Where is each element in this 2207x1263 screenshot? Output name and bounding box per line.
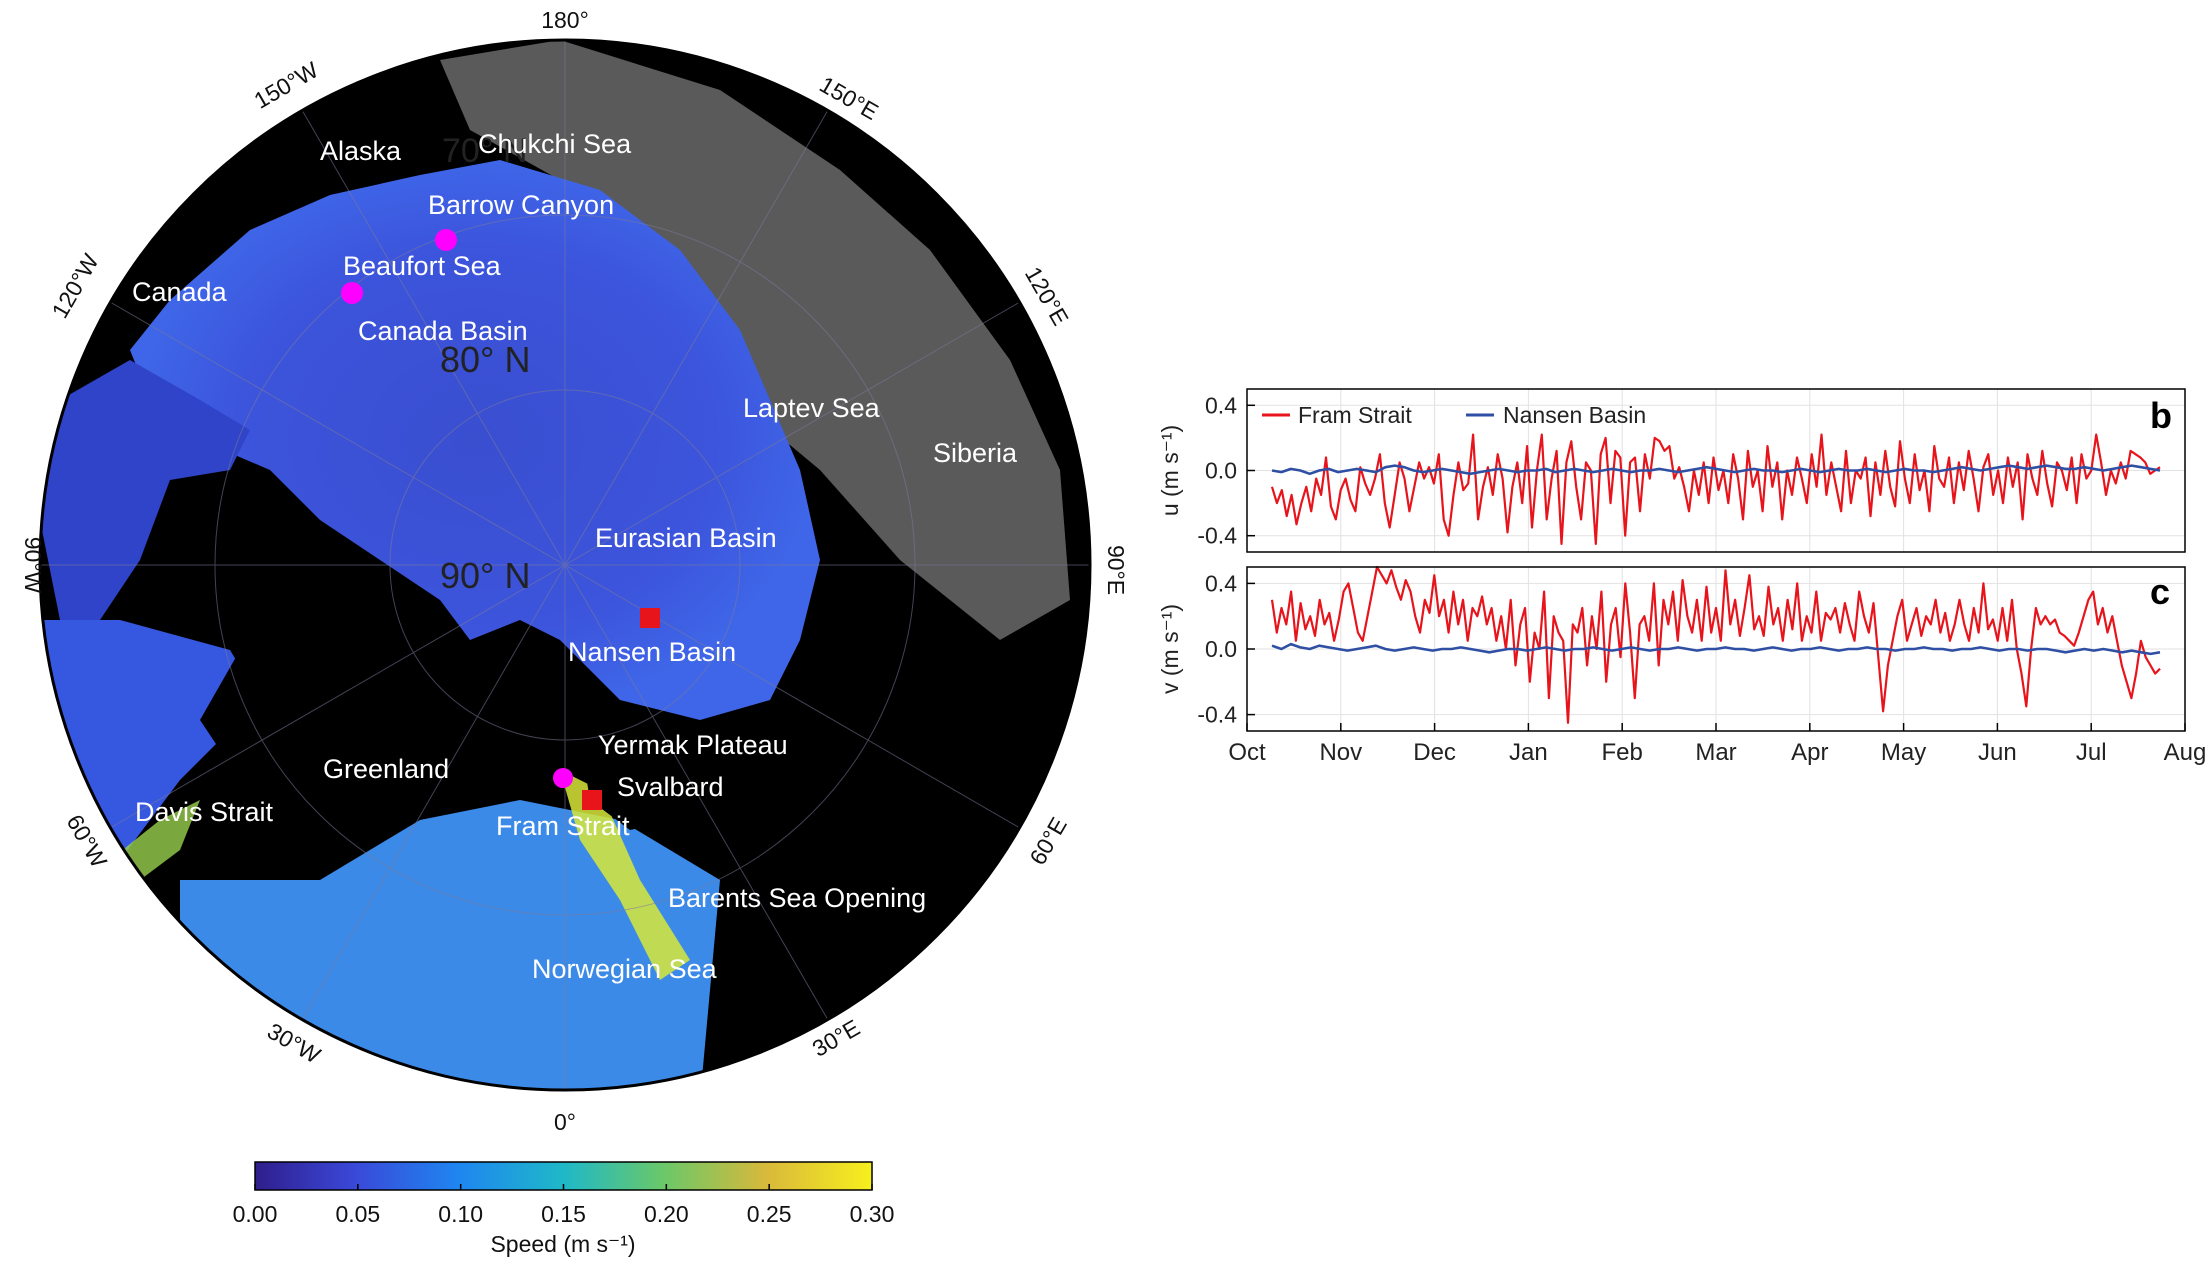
y-tick-label: 0.0 — [1205, 636, 1237, 662]
y-tick-label: 0.4 — [1205, 570, 1237, 596]
colorbar-ticks: 0.00 0.05 0.10 0.15 0.20 0.25 0.30 — [233, 1184, 895, 1227]
chart-panel-b: 0.4 0.0 -0.4 u (m s⁻¹) — [1157, 388, 2186, 553]
arctic-basin — [130, 160, 820, 720]
series-line-fram-strait — [1270, 565, 2161, 724]
plot-frame — [1246, 388, 2186, 553]
legend-label-fram: Fram Strait — [1298, 402, 1412, 428]
latitude-label-90: 90° N — [440, 555, 530, 596]
chart-legend: Fram Strait Nansen Basin — [1262, 402, 1646, 428]
chart-panel-c: 0.4 0.0 -0.4 v (m s⁻¹) — [1157, 565, 2186, 732]
svalbard-island — [580, 730, 690, 830]
map-frame — [38, 38, 1092, 1092]
label-norwegian-sea: Norwegian Sea — [532, 954, 718, 984]
colorbar-tick-label: 0.20 — [644, 1201, 689, 1227]
latitude-label-80: 80° N — [440, 339, 530, 380]
y-tick-label: -0.4 — [1197, 702, 1237, 728]
label-alaska: Alaska — [320, 136, 402, 166]
label-canada: Canada — [132, 277, 228, 307]
nordic-seas — [180, 800, 720, 1090]
x-tick-label: Apr — [1791, 739, 1828, 766]
polar-map: 70° N 80° N 90° N 180° 150°E 120°E 90°E … — [20, 7, 1129, 1135]
x-tick-label: Feb — [1602, 739, 1643, 766]
lon-label-90w: 90°W — [20, 537, 46, 594]
panel-label-b: b — [2150, 395, 2172, 436]
y-tick-label: 0.4 — [1205, 392, 1237, 418]
west-greenland-current — [110, 800, 200, 880]
label-fram-strait: Fram Strait — [496, 811, 630, 841]
label-siberia: Siberia — [933, 438, 1018, 468]
colorbar-tick-label: 0.05 — [335, 1201, 380, 1227]
x-tick-label: Nov — [1319, 739, 1362, 766]
colorbar-tick-label: 0.25 — [747, 1201, 792, 1227]
label-nansen-basin: Nansen Basin — [568, 637, 736, 667]
y-tick-label: -0.4 — [1197, 523, 1237, 549]
lon-label-180: 180° — [541, 7, 589, 33]
marker-barrow-canyon — [435, 229, 457, 251]
lon-label-120w: 120°W — [46, 249, 103, 322]
label-canada-basin: Canada Basin — [358, 316, 528, 346]
lon-label-60e: 60°E — [1024, 813, 1072, 869]
x-tick-label: Jun — [1978, 739, 2017, 766]
x-tick-label: Jan — [1509, 739, 1548, 766]
y-axis-label: v (m s⁻¹) — [1157, 604, 1183, 694]
lon-label-90e: 90°E — [1103, 545, 1129, 595]
marker-yermak-plateau — [553, 768, 573, 788]
colorbar-label: Speed (m s⁻¹) — [490, 1231, 635, 1257]
colorbar: 0.00 0.05 0.10 0.15 0.20 0.25 0.30 Speed (m s⁻… — [233, 1161, 895, 1257]
x-tick-label: Jul — [2076, 739, 2107, 766]
colorbar-tick-label: 0.30 — [850, 1201, 895, 1227]
shared-x-axis: Oct Nov Dec Jan Feb Mar Apr May Jun Jul Aug — [1228, 723, 2206, 766]
series-line-nansen-basin — [1271, 464, 2161, 476]
label-davis-strait: Davis Strait — [135, 797, 274, 827]
fram-current — [560, 770, 690, 980]
y-axis-label: u (m s⁻¹) — [1157, 425, 1183, 516]
label-barrow-canyon: Barrow Canyon — [428, 190, 614, 220]
novaya-zemlya — [810, 630, 860, 760]
x-tick-label: Mar — [1695, 739, 1736, 766]
marker-fram-strait — [582, 790, 602, 810]
label-beaufort-sea: Beaufort Sea — [343, 251, 502, 281]
latitude-label-70: 70° N — [442, 132, 527, 170]
series-line-fram-strait — [1270, 433, 2161, 546]
series-line-nansen-basin — [1271, 642, 2161, 656]
panel-label-c: c — [2150, 571, 2170, 612]
graticule — [40, 40, 1090, 1090]
label-yermak-plateau: Yermak Plateau — [598, 730, 788, 760]
colorbar-tick-label: 0.00 — [233, 1201, 278, 1227]
x-tick-label: Oct — [1228, 739, 1266, 766]
panel-label-a: a — [128, 122, 150, 164]
label-barents-sea-opening: Barents Sea Opening — [668, 883, 926, 913]
x-tick-label: May — [1881, 739, 1926, 766]
label-eurasian-basin: Eurasian Basin — [595, 523, 777, 553]
canadian-archipelago — [40, 360, 250, 620]
label-chukchi-sea: Chukchi Sea — [478, 129, 632, 159]
colorbar-tick-label: 0.10 — [438, 1201, 483, 1227]
place-labels: Alaska Chukchi Sea Barrow Canyon Beaufor… — [132, 129, 1018, 984]
marker-beaufort-sea — [341, 282, 363, 304]
y-tick-label: 0.0 — [1205, 458, 1237, 484]
label-laptev-sea: Laptev Sea — [743, 393, 881, 423]
lon-label-0: 0° — [554, 1109, 576, 1135]
marker-nansen-basin — [640, 608, 660, 628]
x-tick-label: Aug — [2164, 739, 2207, 766]
legend-label-nansen: Nansen Basin — [1503, 402, 1646, 428]
label-greenland: Greenland — [323, 754, 449, 784]
x-tick-label: Dec — [1413, 739, 1456, 766]
label-svalbard: Svalbard — [617, 772, 724, 802]
colorbar-tick-label: 0.15 — [541, 1201, 586, 1227]
